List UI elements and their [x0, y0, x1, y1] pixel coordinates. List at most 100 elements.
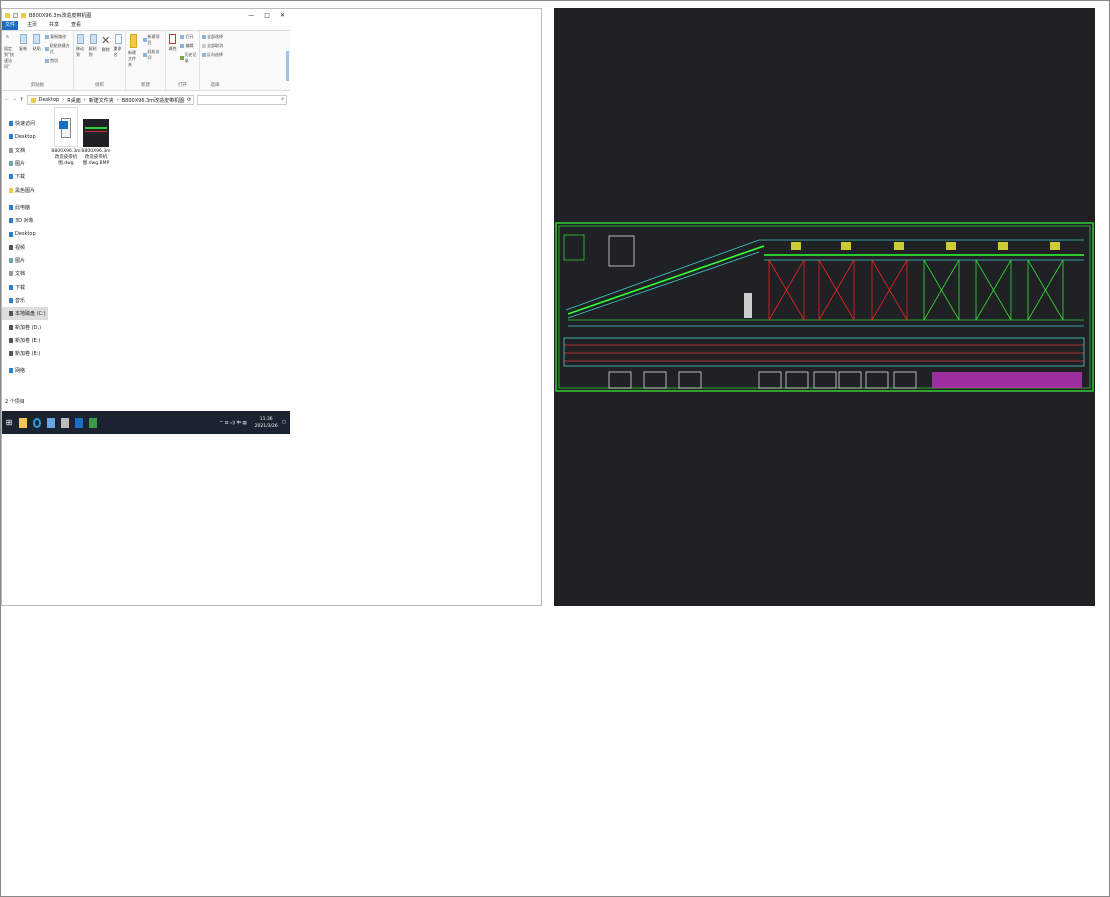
start-icon[interactable]: ⊞ [5, 417, 13, 427]
copy-path-button[interactable]: 复制路径 [45, 34, 71, 40]
document-taskbar-icon[interactable] [47, 417, 55, 428]
breadcrumb-item[interactable]: 新建文件夹 [88, 97, 114, 104]
system-tray[interactable]: ^ ⊡ ◁) 中 ▤ [219, 420, 247, 426]
paste-shortcut-button[interactable]: 粘贴快捷方式 [45, 43, 71, 55]
easy-access-button[interactable]: 轻松访问 [142, 49, 163, 61]
nav-item[interactable]: 下载 [2, 281, 48, 294]
refresh-icon[interactable]: ⟳ [187, 97, 192, 103]
tab-file[interactable]: 文件 [2, 21, 19, 30]
tab-share[interactable]: 共享 [49, 22, 60, 28]
notification-icon[interactable]: ▢ [281, 420, 286, 425]
up-icon[interactable]: ↑ [19, 97, 24, 103]
select-none-button[interactable]: 全部取消 [202, 43, 223, 49]
open-button[interactable]: 打开 [180, 34, 197, 40]
nav-icon [9, 244, 13, 250]
select-all-button[interactable]: 全部选择 [202, 34, 223, 40]
idler [791, 242, 801, 250]
pin-button[interactable]: ✎ 固定到"快速访问" [4, 34, 14, 69]
nav-icon [9, 324, 13, 330]
breadcrumb-item[interactable]: Desktop [38, 97, 60, 103]
properties-icon[interactable] [13, 12, 18, 18]
new-folder-button[interactable]: 新建文件夹 [128, 34, 140, 87]
file-item-dwg[interactable]: B800X96.3m改造皮带机图.dwg [51, 107, 81, 167]
nav-item[interactable]: 此电脑 [2, 201, 48, 214]
nav-item[interactable]: 图片 [2, 157, 48, 170]
forward-icon[interactable]: → [12, 97, 17, 103]
cad-drawing-preview [554, 8, 1095, 606]
nav-item[interactable]: 快速访问 [2, 117, 48, 130]
minimize-button[interactable]: — [248, 11, 255, 19]
note-table [643, 371, 667, 389]
nav-item[interactable]: 网络 [2, 364, 48, 377]
nav-item[interactable]: 下载 [2, 170, 48, 183]
history-button[interactable]: 历史记录 [180, 52, 197, 64]
nav-item[interactable]: 新加卷 (D:) [2, 320, 48, 333]
nav-icon [9, 284, 13, 290]
group-label: 剪贴板 [30, 83, 45, 88]
nav-item[interactable]: 文档 [2, 267, 48, 280]
ribbon-scrollbar[interactable] [286, 51, 289, 81]
drive-unit [744, 293, 752, 318]
file-explorer-taskbar-icon[interactable] [19, 417, 27, 428]
spreadsheet-taskbar-icon[interactable] [89, 417, 97, 428]
nav-item[interactable]: 音乐 [2, 294, 48, 307]
delete-button[interactable]: ✕ 删除 [101, 34, 111, 52]
truss-member [1027, 259, 1064, 321]
cut-button[interactable]: 剪切 [45, 58, 71, 64]
nav-item[interactable]: 图片 [2, 254, 48, 267]
address-bar[interactable]: Desktop › R桌面 › 新建文件夹 › B800X96.3m改造皮带机图 ⟳ [26, 95, 195, 105]
idler [841, 242, 851, 250]
nav-item[interactable]: 视频 [2, 241, 48, 254]
truss-member [923, 259, 960, 321]
maximize-button[interactable]: □ [264, 11, 270, 19]
cad-viewer-taskbar-icon[interactable] [75, 417, 83, 428]
breadcrumb-item[interactable]: R桌面 [67, 97, 81, 104]
conveyor-drawing [555, 222, 1094, 392]
invert-selection-button[interactable]: 反向选择 [202, 52, 223, 58]
nav-icon [9, 204, 13, 210]
nav-item[interactable]: 本地磁盘 (C:) [2, 307, 48, 321]
tab-home[interactable]: 主页 [27, 22, 38, 28]
new-folder-icon[interactable] [21, 12, 26, 18]
back-icon[interactable]: ← [5, 97, 10, 103]
properties-button[interactable]: 属性 [168, 34, 177, 87]
nav-item[interactable]: 新加卷 (E:) [2, 334, 48, 347]
app-taskbar-icon[interactable] [61, 417, 69, 428]
file-list: B800X96.3m改造皮带机图.dwg B800X96.3m改造皮带机图.dw… [48, 107, 290, 397]
left-panel: B800X96.3m改造皮带机图 — □ ✕ 文件 主页 共享 查看 ✎ 固定到"… [1, 8, 542, 606]
nav-item[interactable]: 3D 对象 [2, 214, 48, 227]
edit-button[interactable]: 编辑 [180, 43, 197, 49]
nav-item[interactable]: 黑色图片 [2, 183, 48, 196]
nav-icon [9, 231, 13, 237]
truss-member [818, 259, 855, 321]
nav-item[interactable]: 文档 [2, 144, 48, 157]
legend-box [563, 234, 585, 261]
nav-item[interactable]: Desktop [2, 227, 48, 240]
note-table [785, 371, 809, 389]
note-table [813, 371, 837, 389]
close-button[interactable]: ✕ [279, 11, 285, 19]
breadcrumb-item[interactable]: B800X96.3m改造皮带机图 [121, 97, 185, 104]
browser-taskbar-icon[interactable] [33, 417, 41, 428]
tab-view[interactable]: 查看 [71, 22, 82, 28]
paste-button[interactable]: 粘贴 [31, 34, 42, 87]
copy-to-button[interactable]: 复制到 [89, 34, 99, 87]
file-item-bmp[interactable]: B800X96.3m改造皮带机图.dwg.BMP [81, 107, 111, 167]
truss-member [768, 259, 805, 321]
search-input[interactable]: ⌕ [197, 95, 287, 105]
nav-item[interactable]: 新加卷 (E:) [2, 347, 48, 360]
nav-icon [9, 134, 13, 140]
nav-item[interactable]: Desktop [2, 130, 48, 143]
truss-frames [768, 242, 1064, 321]
copy-button[interactable]: 复制 [18, 34, 29, 87]
idler [998, 242, 1008, 250]
rename-button[interactable]: 重命名 [114, 34, 124, 87]
nav-icon [9, 187, 13, 193]
group-label: 打开 [178, 83, 187, 88]
title-bar: B800X96.3m改造皮带机图 — □ ✕ [2, 9, 290, 21]
new-item-button[interactable]: 新建项目 [142, 34, 163, 46]
note-table [893, 371, 917, 389]
clock[interactable]: 11:36 2021/3/26 [254, 416, 278, 429]
move-to-button[interactable]: 移动到 [76, 34, 86, 87]
group-label: 组织 [95, 83, 104, 88]
